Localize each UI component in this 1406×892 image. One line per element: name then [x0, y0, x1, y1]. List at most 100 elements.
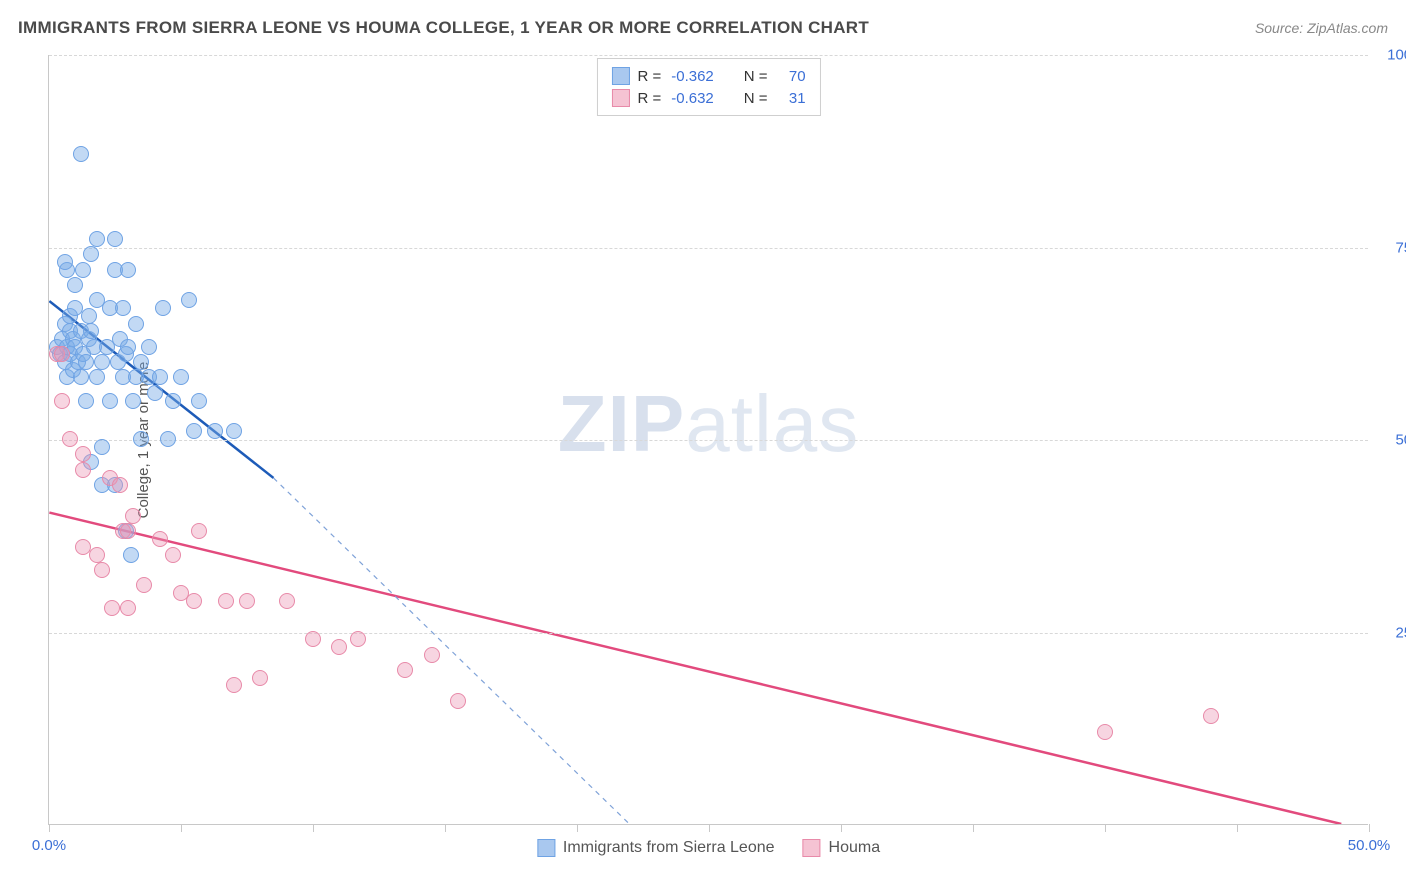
data-point	[133, 431, 149, 447]
xtick	[1105, 824, 1106, 832]
data-point	[305, 631, 321, 647]
ytick-label: 75.0%	[1378, 239, 1406, 256]
data-point	[54, 346, 70, 362]
source-attribution: Source: ZipAtlas.com	[1255, 20, 1388, 36]
data-point	[123, 547, 139, 563]
data-point	[160, 431, 176, 447]
data-point	[83, 323, 99, 339]
data-point	[218, 593, 234, 609]
data-point	[165, 547, 181, 563]
gridline	[49, 248, 1368, 249]
data-point	[226, 423, 242, 439]
data-point	[125, 393, 141, 409]
data-point	[128, 316, 144, 332]
data-point	[67, 277, 83, 293]
data-point	[120, 339, 136, 355]
series-legend: Immigrants from Sierra Leone Houma	[537, 839, 880, 857]
xtick	[313, 824, 314, 832]
data-point	[226, 677, 242, 693]
data-point	[89, 231, 105, 247]
r-label: R =	[637, 90, 661, 107]
data-point	[89, 369, 105, 385]
watermark: ZIPatlas	[558, 378, 859, 470]
data-point	[120, 262, 136, 278]
data-point	[147, 385, 163, 401]
data-point	[331, 639, 347, 655]
data-point	[75, 462, 91, 478]
data-point	[191, 523, 207, 539]
data-point	[252, 670, 268, 686]
legend-swatch	[611, 89, 629, 107]
xtick	[577, 824, 578, 832]
data-point	[94, 439, 110, 455]
data-point	[57, 254, 73, 270]
data-point	[125, 508, 141, 524]
series-label: Houma	[829, 839, 881, 857]
ytick-label: 50.0%	[1378, 432, 1406, 449]
data-point	[186, 593, 202, 609]
stats-legend-row: R =-0.362N =70	[611, 65, 805, 87]
xtick	[709, 824, 710, 832]
data-point	[136, 577, 152, 593]
data-point	[120, 523, 136, 539]
data-point	[89, 547, 105, 563]
data-point	[155, 300, 171, 316]
legend-swatch	[537, 839, 555, 857]
data-point	[239, 593, 255, 609]
ytick-label: 100.0%	[1378, 47, 1406, 64]
series-legend-item: Houma	[803, 839, 881, 857]
data-point	[279, 593, 295, 609]
xtick	[973, 824, 974, 832]
gridline	[49, 633, 1368, 634]
correlation-chart: College, 1 year or more ZIPatlas R =-0.3…	[48, 55, 1368, 825]
data-point	[78, 354, 94, 370]
xtick-label: 50.0%	[1348, 837, 1391, 854]
data-point	[83, 246, 99, 262]
xtick	[1237, 824, 1238, 832]
series-legend-item: Immigrants from Sierra Leone	[537, 839, 775, 857]
xtick-label: 0.0%	[32, 837, 66, 854]
data-point	[152, 369, 168, 385]
data-point	[173, 369, 189, 385]
xtick	[181, 824, 182, 832]
data-point	[424, 647, 440, 663]
data-point	[141, 339, 157, 355]
data-point	[107, 231, 123, 247]
data-point	[94, 354, 110, 370]
data-point	[133, 354, 149, 370]
data-point	[1097, 724, 1113, 740]
series-label: Immigrants from Sierra Leone	[563, 839, 775, 857]
xtick	[841, 824, 842, 832]
xtick	[445, 824, 446, 832]
data-point	[207, 423, 223, 439]
data-point	[450, 693, 466, 709]
data-point	[54, 393, 70, 409]
data-point	[102, 393, 118, 409]
xtick	[49, 824, 50, 832]
n-value: 31	[778, 90, 806, 107]
data-point	[75, 446, 91, 462]
data-point	[94, 562, 110, 578]
data-point	[350, 631, 366, 647]
data-point	[397, 662, 413, 678]
data-point	[1203, 708, 1219, 724]
n-value: 70	[778, 68, 806, 85]
r-value: -0.362	[671, 68, 714, 85]
data-point	[62, 431, 78, 447]
data-point	[165, 393, 181, 409]
data-point	[152, 531, 168, 547]
data-point	[78, 393, 94, 409]
data-point	[112, 477, 128, 493]
data-point	[186, 423, 202, 439]
stats-legend: R =-0.362N =70R =-0.632N =31	[596, 58, 820, 116]
gridline	[49, 440, 1368, 441]
stats-legend-row: R =-0.632N =31	[611, 87, 805, 109]
data-point	[75, 262, 91, 278]
data-point	[81, 308, 97, 324]
data-point	[104, 600, 120, 616]
legend-swatch	[611, 67, 629, 85]
r-value: -0.632	[671, 90, 714, 107]
data-point	[73, 369, 89, 385]
data-point	[181, 292, 197, 308]
data-point	[73, 146, 89, 162]
